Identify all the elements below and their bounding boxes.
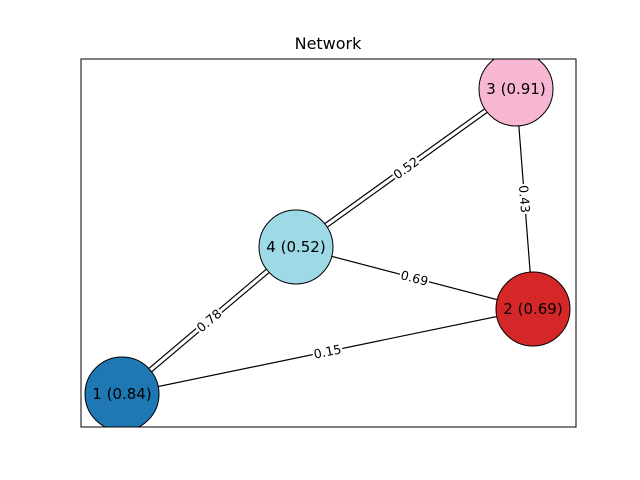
edge-label-4-2: 0.69 bbox=[397, 265, 432, 291]
edge-label-1-2: 0.15 bbox=[310, 339, 345, 364]
edge-label-background bbox=[397, 265, 432, 291]
node-label-3: 3 (0.91) bbox=[486, 80, 545, 98]
edge-weight-label: 0.15 bbox=[312, 341, 342, 361]
node-label-2: 2 (0.69) bbox=[503, 300, 562, 318]
node-1 bbox=[84, 356, 160, 427]
edge-label-background bbox=[388, 151, 424, 185]
chart-title: Network bbox=[295, 34, 363, 53]
edge-weight-label: 0.69 bbox=[399, 267, 430, 289]
node-4 bbox=[258, 209, 334, 285]
edge-label-background bbox=[191, 303, 227, 338]
nodes-layer: 1 (0.84) 2 (0.69) 3 (0.91) 4 (0.52) bbox=[84, 59, 571, 427]
node-label-4: 4 (0.52) bbox=[266, 238, 325, 256]
plot-area: 0.780.520.430.690.15 1 (0.84)2 (0.69)3 (… bbox=[84, 59, 571, 427]
node-3 bbox=[478, 59, 554, 127]
axes-frame bbox=[80, 58, 577, 428]
edge-label-background bbox=[310, 339, 345, 364]
edge-weight-label: 0.43 bbox=[516, 185, 533, 214]
node-label-1: 1 (0.84) bbox=[92, 385, 151, 403]
node-2 bbox=[495, 271, 571, 347]
edge-label-3-2: 0.43 bbox=[514, 183, 535, 215]
edge-label-background bbox=[514, 183, 535, 215]
edges-layer: 0.780.520.430.690.15 bbox=[120, 86, 535, 397]
